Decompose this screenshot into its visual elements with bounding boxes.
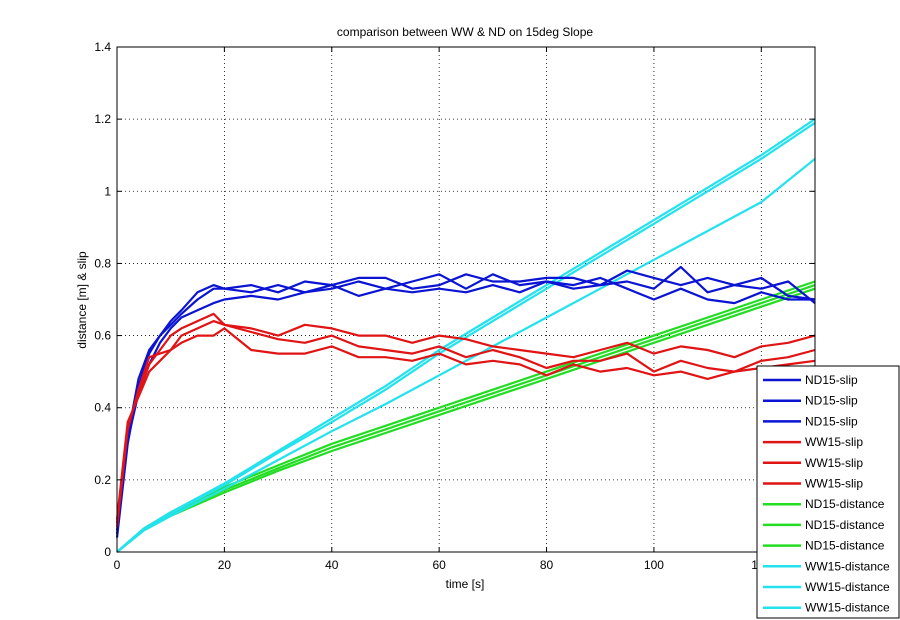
series-line-nd15-distance: [116, 287, 816, 553]
x-tick-label: 100: [644, 558, 664, 572]
y-tick-label: 0.4: [94, 401, 111, 415]
series-line-ww15-slip: [115, 312, 816, 524]
x-tick-label: 80: [540, 558, 554, 572]
legend-label: ND15-slip: [805, 373, 858, 387]
legend-box: [756, 365, 900, 619]
legend-label: ND15-distance: [805, 539, 885, 553]
chart-title: comparison between WW & ND on 15deg Slop…: [337, 25, 593, 39]
x-tick-label: 60: [432, 558, 446, 572]
plot-frame: [116, 46, 816, 553]
y-tick-label: 0.2: [94, 473, 111, 487]
legend-label: WW15-distance: [805, 601, 890, 615]
x-tick-label: 0: [114, 558, 121, 572]
x-axis-label: time [s]: [446, 577, 485, 591]
legend-label: ND15-distance: [805, 518, 885, 532]
legend-label: WW15-slip: [805, 435, 863, 449]
series-line-nd15-distance: [116, 284, 816, 553]
axis-ticks: 02040608010012000.20.40.60.811.21.4: [94, 40, 815, 572]
series-line-ww15-slip: [115, 320, 816, 527]
x-tick-label: 20: [218, 558, 232, 572]
legend-label: WW15-slip: [805, 456, 863, 470]
y-tick-label: 0.6: [94, 329, 111, 343]
legend-label: WW15-distance: [805, 580, 890, 594]
legend: ND15-slip ND15-slip ND15-slip WW15-slip WW15…: [756, 365, 900, 619]
legend-label: ND15-slip: [805, 394, 858, 408]
series-layer: [115, 118, 816, 553]
legend-label: WW15-distance: [805, 559, 890, 573]
y-tick-label: 1.2: [94, 112, 111, 126]
legend-label: WW15-slip: [805, 477, 863, 491]
y-axis-label: distance [m] & slip: [75, 251, 89, 349]
x-tick-label: 40: [325, 558, 339, 572]
legend-label: ND15-slip: [805, 414, 858, 428]
legend-label: ND15-distance: [805, 497, 885, 511]
series-line-nd15-slip: [115, 269, 816, 538]
y-tick-label: 0: [104, 545, 111, 559]
series-line-ww15-distance: [116, 157, 816, 553]
y-tick-label: 1.4: [94, 40, 111, 54]
series-line-nd15-slip: [115, 265, 816, 535]
y-tick-label: 1: [104, 184, 111, 198]
series-line-ww15-slip: [115, 327, 816, 520]
series-line-ww15-distance: [116, 118, 816, 553]
series-line-nd15-slip: [115, 276, 815, 531]
y-tick-label: 0.8: [94, 256, 111, 270]
